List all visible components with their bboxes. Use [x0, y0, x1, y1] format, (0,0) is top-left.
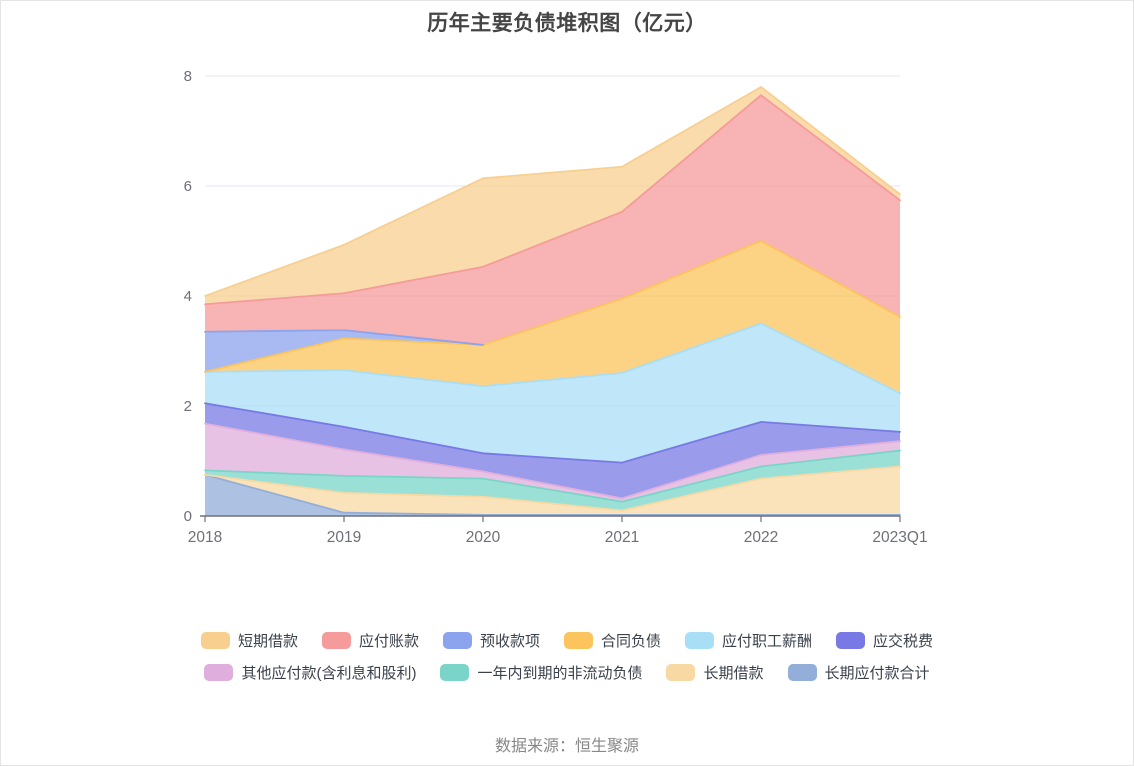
- legend-swatch-应交税费: [836, 632, 866, 649]
- legend-label-其他应付款(含利息和股利): 其他应付款(含利息和股利): [241, 665, 417, 682]
- legend-swatch-应付职工薪酬: [685, 632, 715, 649]
- legend-row-1: 短期借款 应付账款 预收款项 合同负债 应付职工薪酬 应交税费: [200, 630, 933, 651]
- area-短期借款: [205, 87, 900, 305]
- legend-swatch-预收款项: [442, 632, 472, 649]
- y-axis-label-2: 2: [184, 398, 192, 415]
- legend-item-短期借款[interactable]: 短期借款: [200, 630, 298, 651]
- line-长期借款: [204, 465, 901, 512]
- line-合同负债: [204, 240, 901, 373]
- x-axis-label-2023Q1: 2023Q1: [872, 529, 927, 546]
- x-axis-label-2018: 2018: [188, 529, 222, 546]
- legend-swatch-应付账款: [321, 632, 351, 649]
- x-axis-label-2020: 2020: [466, 529, 501, 546]
- stacked-area-chart: 0 2 4 6 8 2018 2019 2020 2021 2022 2023Q1: [184, 68, 928, 546]
- area-长期应付款合计: [205, 474, 900, 516]
- legend-swatch-长期借款: [666, 664, 696, 681]
- line-其他应付款(含利息和股利): [204, 422, 901, 500]
- legend-swatch-长期应付款合计: [787, 664, 817, 681]
- chart-title: 历年主要负债堆积图（亿元）: [427, 12, 707, 35]
- line-短期借款: [204, 86, 901, 297]
- legend-row-2: 其他应付款(含利息和股利) 一年内到期的非流动负债 长期借款 长期应付款合计: [204, 662, 930, 683]
- legend-swatch-一年内到期的非流动负债: [440, 664, 470, 681]
- chart-legend: 短期借款 应付账款 预收款项 合同负债 应付职工薪酬 应交税费其他应付款(含利息和股利) 一…: [0, 630, 1134, 683]
- line-应交税费: [204, 402, 901, 464]
- legend-item-应交税费[interactable]: 应交税费: [836, 630, 933, 651]
- area-一年内到期的非流动负债: [205, 450, 900, 511]
- x-axis-label-2022: 2022: [744, 529, 778, 546]
- legend-item-应付账款[interactable]: 应付账款: [321, 630, 419, 651]
- y-axis-label-6: 6: [184, 178, 192, 195]
- legend-item-应付职工薪酬[interactable]: 应付职工薪酬: [685, 630, 812, 651]
- legend-label-合同负债: 合同负债: [601, 633, 662, 650]
- legend-swatch-合同负债: [564, 632, 593, 649]
- x-axis-label-2021: 2021: [605, 529, 639, 546]
- legend-label-应付账款: 应付账款: [358, 633, 419, 650]
- y-axis-label-4: 4: [184, 288, 192, 305]
- x-axis-label-2019: 2019: [327, 529, 361, 546]
- legend-swatch-其他应付款(含利息和股利): [204, 664, 234, 681]
- legend-label-应付职工薪酬: 应付职工薪酬: [722, 633, 813, 650]
- legend-label-应交税费: 应交税费: [873, 633, 934, 650]
- data-source-note: 数据来源：恒生聚源: [494, 738, 639, 755]
- legend-label-长期借款: 长期借款: [703, 665, 764, 682]
- line-一年内到期的非流动负债: [204, 449, 901, 503]
- area-应交税费: [205, 403, 900, 499]
- area-应付职工薪酬: [205, 323, 900, 463]
- legend-item-合同负债[interactable]: 合同负债: [564, 630, 661, 651]
- legend-label-一年内到期的非流动负债: 一年内到期的非流动负债: [477, 665, 643, 682]
- legend-swatch-短期借款: [200, 632, 230, 649]
- legend-label-短期借款: 短期借款: [237, 633, 298, 650]
- line-预收款项: [204, 329, 484, 346]
- legend-label-长期应付款合计: 长期应付款合计: [824, 665, 930, 682]
- area-长期借款: [205, 466, 900, 515]
- line-长期应付款合计: [204, 473, 901, 516]
- legend-item-一年内到期的非流动负债[interactable]: 一年内到期的非流动负债: [440, 662, 642, 683]
- legend-label-预收款项: 预收款项: [479, 633, 540, 650]
- legend-item-长期应付款合计[interactable]: 长期应付款合计: [787, 662, 930, 683]
- area-合同负债: [205, 241, 900, 394]
- area-其他应付款(含利息和股利): [205, 423, 900, 502]
- y-axis-label-8: 8: [184, 68, 192, 85]
- line-应付账款: [204, 94, 901, 306]
- legend-item-预收款项[interactable]: 预收款项: [442, 630, 540, 651]
- area-应付账款: [205, 95, 900, 345]
- legend-item-其他应付款(含利息和股利)[interactable]: 其他应付款(含利息和股利): [204, 662, 416, 683]
- line-应付职工薪酬: [204, 322, 901, 395]
- legend-item-长期借款[interactable]: 长期借款: [666, 662, 764, 683]
- y-axis-label-0: 0: [184, 508, 192, 525]
